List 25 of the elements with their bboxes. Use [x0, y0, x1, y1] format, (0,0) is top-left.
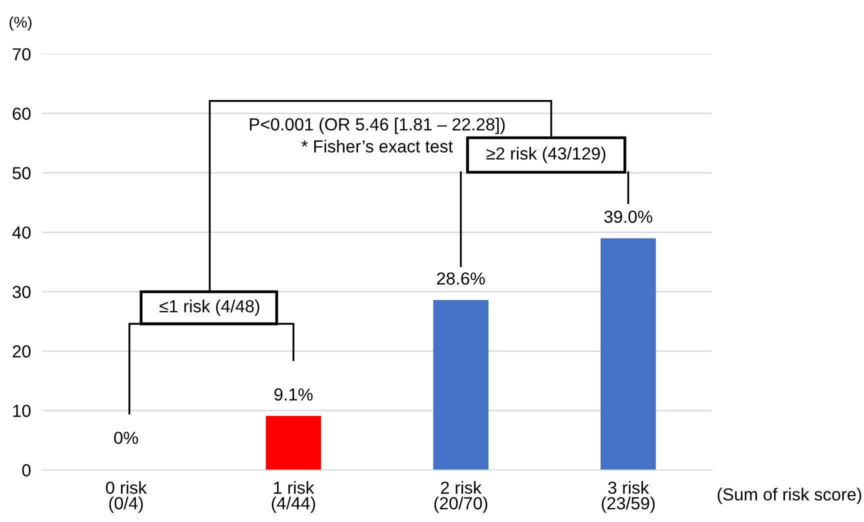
y-axis-title: (%) [10, 16, 32, 31]
y-tick-label: 50 [12, 167, 31, 180]
x-tick-label: 0 risk (0/4) [106, 481, 147, 513]
data-label: 0% [114, 432, 138, 444]
annotation: P<0.001 (OR 5.46 [1.81 – 22.28]) [250, 118, 505, 134]
y-tick-label: 0 [22, 464, 31, 476]
x-axis-title: (Sum of risk score) [718, 488, 862, 504]
data-label: 28.6% [437, 272, 485, 285]
x-tick-label: 2 risk (20/70) [434, 481, 488, 513]
annotation: ≤1 risk (4/48) [160, 300, 260, 316]
annotation: ≥2 risk (43/129) [486, 146, 606, 164]
data-label: 9.1% [274, 388, 313, 401]
x-tick-label: 1 risk (4/44) [272, 481, 316, 513]
x-tick-label: 3 risk (23/59) [602, 481, 655, 513]
data-label: 39.0% [604, 210, 652, 223]
y-tick-label: 30 [12, 286, 31, 298]
y-tick-label: 70 [12, 48, 31, 60]
bar [433, 300, 488, 470]
y-tick-label: 20 [12, 345, 31, 358]
y-tick-label: 60 [12, 108, 31, 120]
y-tick-label: 40 [12, 226, 31, 239]
annotation: * Fisher’s exact test [302, 140, 453, 153]
bar [600, 238, 656, 470]
bar [266, 416, 322, 470]
y-tick-label: 10 [13, 404, 31, 418]
